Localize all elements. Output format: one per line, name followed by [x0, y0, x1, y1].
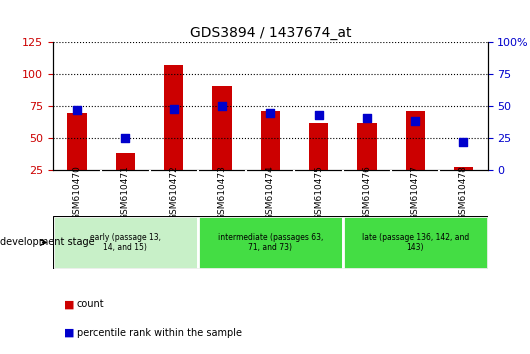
Point — [363, 115, 371, 120]
Text: GSM610476: GSM610476 — [363, 165, 372, 221]
Point — [459, 139, 467, 145]
Text: GSM610471: GSM610471 — [121, 165, 130, 221]
Bar — [357, 123, 376, 202]
Point — [314, 112, 323, 118]
Text: GSM610478: GSM610478 — [459, 165, 468, 221]
Bar — [454, 167, 473, 202]
Text: late (passage 136, 142, and
143): late (passage 136, 142, and 143) — [361, 233, 469, 252]
Point — [170, 106, 178, 112]
Text: ■: ■ — [64, 299, 74, 309]
Text: GSM610474: GSM610474 — [266, 166, 275, 220]
Point — [121, 135, 130, 141]
Text: GSM610475: GSM610475 — [314, 165, 323, 221]
Bar — [198, 216, 343, 269]
Point — [266, 110, 275, 115]
Text: count: count — [77, 299, 104, 309]
Bar — [309, 123, 328, 202]
Bar — [213, 86, 232, 202]
Point — [218, 103, 226, 109]
Bar — [343, 216, 488, 269]
Bar — [164, 65, 183, 202]
Text: GSM610472: GSM610472 — [169, 166, 178, 220]
Bar — [53, 216, 198, 269]
Text: ■: ■ — [64, 328, 74, 338]
Text: intermediate (passages 63,
71, and 73): intermediate (passages 63, 71, and 73) — [218, 233, 323, 252]
Text: early (passage 13,
14, and 15): early (passage 13, 14, and 15) — [90, 233, 161, 252]
Bar — [261, 111, 280, 202]
Bar — [405, 111, 425, 202]
Point — [73, 107, 82, 113]
Text: GSM610477: GSM610477 — [411, 165, 420, 221]
Text: development stage: development stage — [0, 238, 95, 247]
Point — [411, 119, 419, 124]
Text: GSM610473: GSM610473 — [217, 165, 226, 221]
Text: GSM610470: GSM610470 — [73, 165, 82, 221]
Bar — [116, 153, 135, 202]
Bar — [67, 113, 87, 202]
Title: GDS3894 / 1437674_at: GDS3894 / 1437674_at — [190, 26, 351, 40]
Text: percentile rank within the sample: percentile rank within the sample — [77, 328, 242, 338]
